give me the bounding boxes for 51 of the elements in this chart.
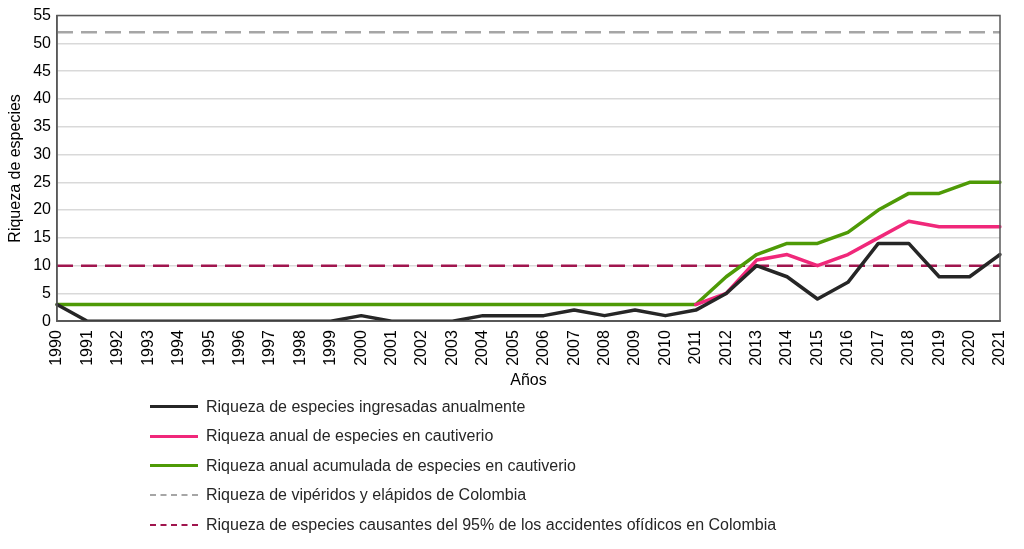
y-tick-label: 0	[42, 311, 52, 329]
y-tick-label: 20	[33, 200, 52, 218]
x-tick-label: 2003	[442, 330, 460, 366]
x-tick-label: 2013	[747, 330, 765, 366]
x-tick-label: 2016	[838, 330, 856, 366]
x-tick-label: 2014	[777, 330, 795, 366]
x-tick-label: 2018	[899, 330, 917, 366]
x-tick-label: 1996	[229, 330, 247, 366]
x-tick-label: 2020	[959, 330, 977, 366]
x-tick-label: 2004	[473, 330, 491, 366]
legend-label: Riqueza anual de especies en cautiverio	[206, 427, 494, 446]
y-tick-label: 25	[33, 172, 52, 190]
x-tick-label: 2012	[716, 330, 734, 366]
x-tick-label: 1993	[138, 330, 156, 366]
x-tick-label: 2009	[625, 330, 643, 366]
y-tick-label: 40	[33, 89, 52, 107]
x-tick-label: 2000	[351, 330, 369, 366]
x-tick-label: 2017	[868, 330, 886, 366]
x-tick-label: 2010	[655, 330, 673, 366]
x-tick-label: 2006	[534, 330, 552, 366]
y-tick-label: 10	[33, 256, 52, 274]
x-tick-label: 1994	[169, 330, 187, 366]
y-tick-label: 30	[33, 144, 52, 162]
x-tick-label: 2015	[807, 330, 825, 366]
legend-label: Riqueza de vipéridos y elápidos de Colombia	[206, 486, 527, 505]
x-tick-label: 1991	[77, 330, 95, 366]
x-tick-label: 2008	[594, 330, 612, 366]
x-tick-label: 2019	[929, 330, 947, 366]
legend-label: Riqueza de especies ingresadas anualmente	[206, 397, 526, 416]
x-tick-label: 1999	[321, 330, 339, 366]
x-tick-label: 1990	[47, 330, 65, 366]
x-axis-title: Años	[510, 370, 547, 388]
y-tick-label: 35	[33, 117, 52, 135]
x-tick-label: 1997	[260, 330, 278, 366]
y-tick-label: 55	[33, 6, 52, 24]
y-tick-label: 50	[33, 33, 52, 51]
x-tick-label: 2021	[990, 330, 1008, 366]
legend-label: Riqueza de especies causantes del 95% de los accidentes ofídicos en Colombia	[206, 515, 777, 534]
y-axis-title: Riqueza de especies	[6, 94, 24, 243]
x-tick-label: 2011	[686, 330, 704, 365]
x-tick-label: 2007	[564, 330, 582, 366]
legend-label: Riqueza anual acumulada de especies en cautiverio	[206, 456, 577, 475]
x-tick-label: 2002	[412, 330, 430, 366]
y-tick-label: 15	[33, 228, 52, 246]
x-tick-label: 1995	[199, 330, 217, 366]
y-tick-label: 5	[42, 283, 52, 301]
x-tick-label: 2005	[503, 330, 521, 366]
x-tick-label: 1992	[108, 330, 126, 366]
x-tick-label: 2001	[382, 330, 400, 366]
y-tick-label: 45	[33, 61, 52, 79]
x-tick-label: 1998	[290, 330, 308, 366]
